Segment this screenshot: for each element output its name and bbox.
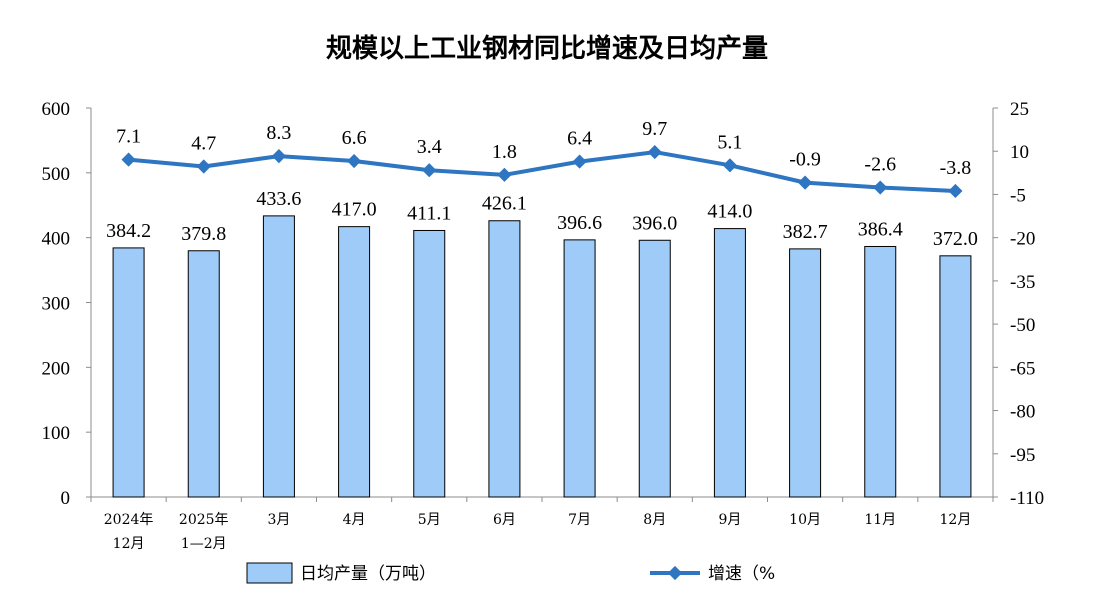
bar-value-label: 379.8 — [181, 223, 226, 245]
bar-series — [112, 215, 972, 498]
line-value-label: 8.3 — [266, 122, 291, 144]
bar-value-label: 396.0 — [632, 212, 677, 234]
line-marker — [497, 167, 512, 182]
line-value-label: -2.6 — [864, 154, 896, 176]
line-path — [128, 150, 956, 193]
x-tick-label: 4月 — [343, 512, 366, 528]
bar — [864, 245, 897, 498]
line-marker — [948, 183, 963, 199]
x-tick-label: 12月 — [940, 512, 972, 528]
line-marker — [798, 175, 813, 190]
line-value-label: 6.4 — [567, 128, 592, 150]
bar-value-label: 382.7 — [783, 221, 828, 243]
legend-line-marker — [667, 565, 683, 581]
x-tick-label: 6月 — [493, 512, 516, 528]
y-left-tick-label: 600 — [42, 99, 71, 120]
y-left-tick-label: 400 — [42, 229, 71, 250]
line-marker — [196, 159, 211, 174]
bar — [187, 250, 220, 498]
bar — [262, 215, 295, 498]
axes: 0 100 200 300 400 500 600 25 10 -5 -20 -35 -50 -65 -80… — [42, 99, 1045, 552]
y-left-tick-label: 200 — [42, 358, 71, 379]
bar-value-label: 411.1 — [407, 202, 451, 224]
line-marker — [121, 152, 136, 167]
y-left-tick-label: 500 — [42, 164, 71, 185]
line-marker — [347, 153, 362, 169]
line-value-label: 3.4 — [417, 136, 442, 158]
data-labels: 384.2 379.8 433.6 417.0 411.1 426.1 396.6 396.0… — [106, 118, 978, 250]
x-tick-label: 11月 — [864, 512, 896, 528]
bar — [413, 229, 446, 498]
x-tick-label: 7月 — [568, 512, 591, 528]
line-value-label: 7.1 — [116, 126, 141, 148]
x-tick-label: 3月 — [267, 512, 290, 528]
line-value-label: 9.7 — [642, 118, 667, 140]
y-right-tick-label: -5 — [1010, 185, 1026, 206]
legend: 日均产量（万吨） 增速（% — [246, 562, 775, 584]
bar — [638, 239, 671, 498]
x-tick-label: 8月 — [643, 512, 666, 528]
bar-value-label: 386.4 — [858, 218, 903, 240]
bar — [939, 255, 972, 498]
line-marker — [572, 154, 587, 169]
x-tick-label: 12月 — [113, 536, 145, 552]
line-marker — [647, 145, 662, 160]
x-tick-label: 5月 — [418, 512, 441, 528]
bar — [713, 228, 746, 498]
legend-bar-swatch — [246, 562, 293, 584]
x-tick-label: 1—2月 — [181, 536, 227, 552]
line-value-label: 1.8 — [492, 141, 517, 163]
y-right-tick-label: -20 — [1010, 229, 1035, 250]
line-marker — [271, 149, 286, 164]
x-tick-label: 9月 — [718, 512, 741, 528]
bar-value-label: 396.6 — [557, 212, 602, 234]
legend-bar-label: 日均产量（万吨） — [300, 564, 436, 584]
x-tick-label: 2024年 — [104, 512, 154, 528]
bar-value-label: 433.6 — [256, 188, 301, 210]
chart-title: 规模以上工业钢材同比增速及日均产量 — [325, 34, 768, 64]
bar — [563, 239, 596, 498]
x-tick-label: 10月 — [789, 512, 821, 528]
line-value-label: 4.7 — [191, 132, 216, 154]
line-marker — [722, 158, 737, 173]
bar-value-label: 384.2 — [106, 220, 151, 242]
y-left-tick-label: 0 — [61, 488, 71, 509]
y-left-tick-label: 300 — [42, 294, 71, 315]
line-series — [121, 145, 963, 199]
line-marker — [422, 163, 437, 178]
bar — [488, 220, 521, 498]
y-right-tick-label: -95 — [1010, 445, 1035, 466]
y-right-tick-label: 25 — [1010, 99, 1029, 120]
y-right-tick-label: 10 — [1010, 142, 1029, 163]
y-left-tick-label: 100 — [42, 423, 71, 444]
line-marker — [873, 180, 888, 195]
bar-value-label: 426.1 — [482, 193, 527, 215]
bar — [112, 247, 145, 498]
y-right-tick-label: -35 — [1010, 272, 1035, 293]
bar-value-label: 417.0 — [332, 199, 377, 221]
bar — [789, 248, 822, 498]
x-tick-label: 2025年 — [179, 512, 229, 528]
bar — [338, 226, 371, 498]
line-value-label: -0.9 — [789, 149, 821, 171]
line-value-label: -3.8 — [940, 157, 972, 179]
y-right-tick-label: -65 — [1010, 358, 1035, 379]
bar-value-label: 372.0 — [933, 228, 978, 250]
line-value-label: 5.1 — [717, 131, 742, 153]
bar-value-label: 414.0 — [707, 201, 752, 223]
line-value-label: 6.6 — [342, 127, 367, 149]
y-right-tick-label: -50 — [1010, 315, 1035, 336]
y-right-tick-label: -110 — [1010, 488, 1044, 509]
legend-line-label: 增速（% — [708, 564, 775, 584]
y-right-tick-label: -80 — [1010, 402, 1035, 423]
